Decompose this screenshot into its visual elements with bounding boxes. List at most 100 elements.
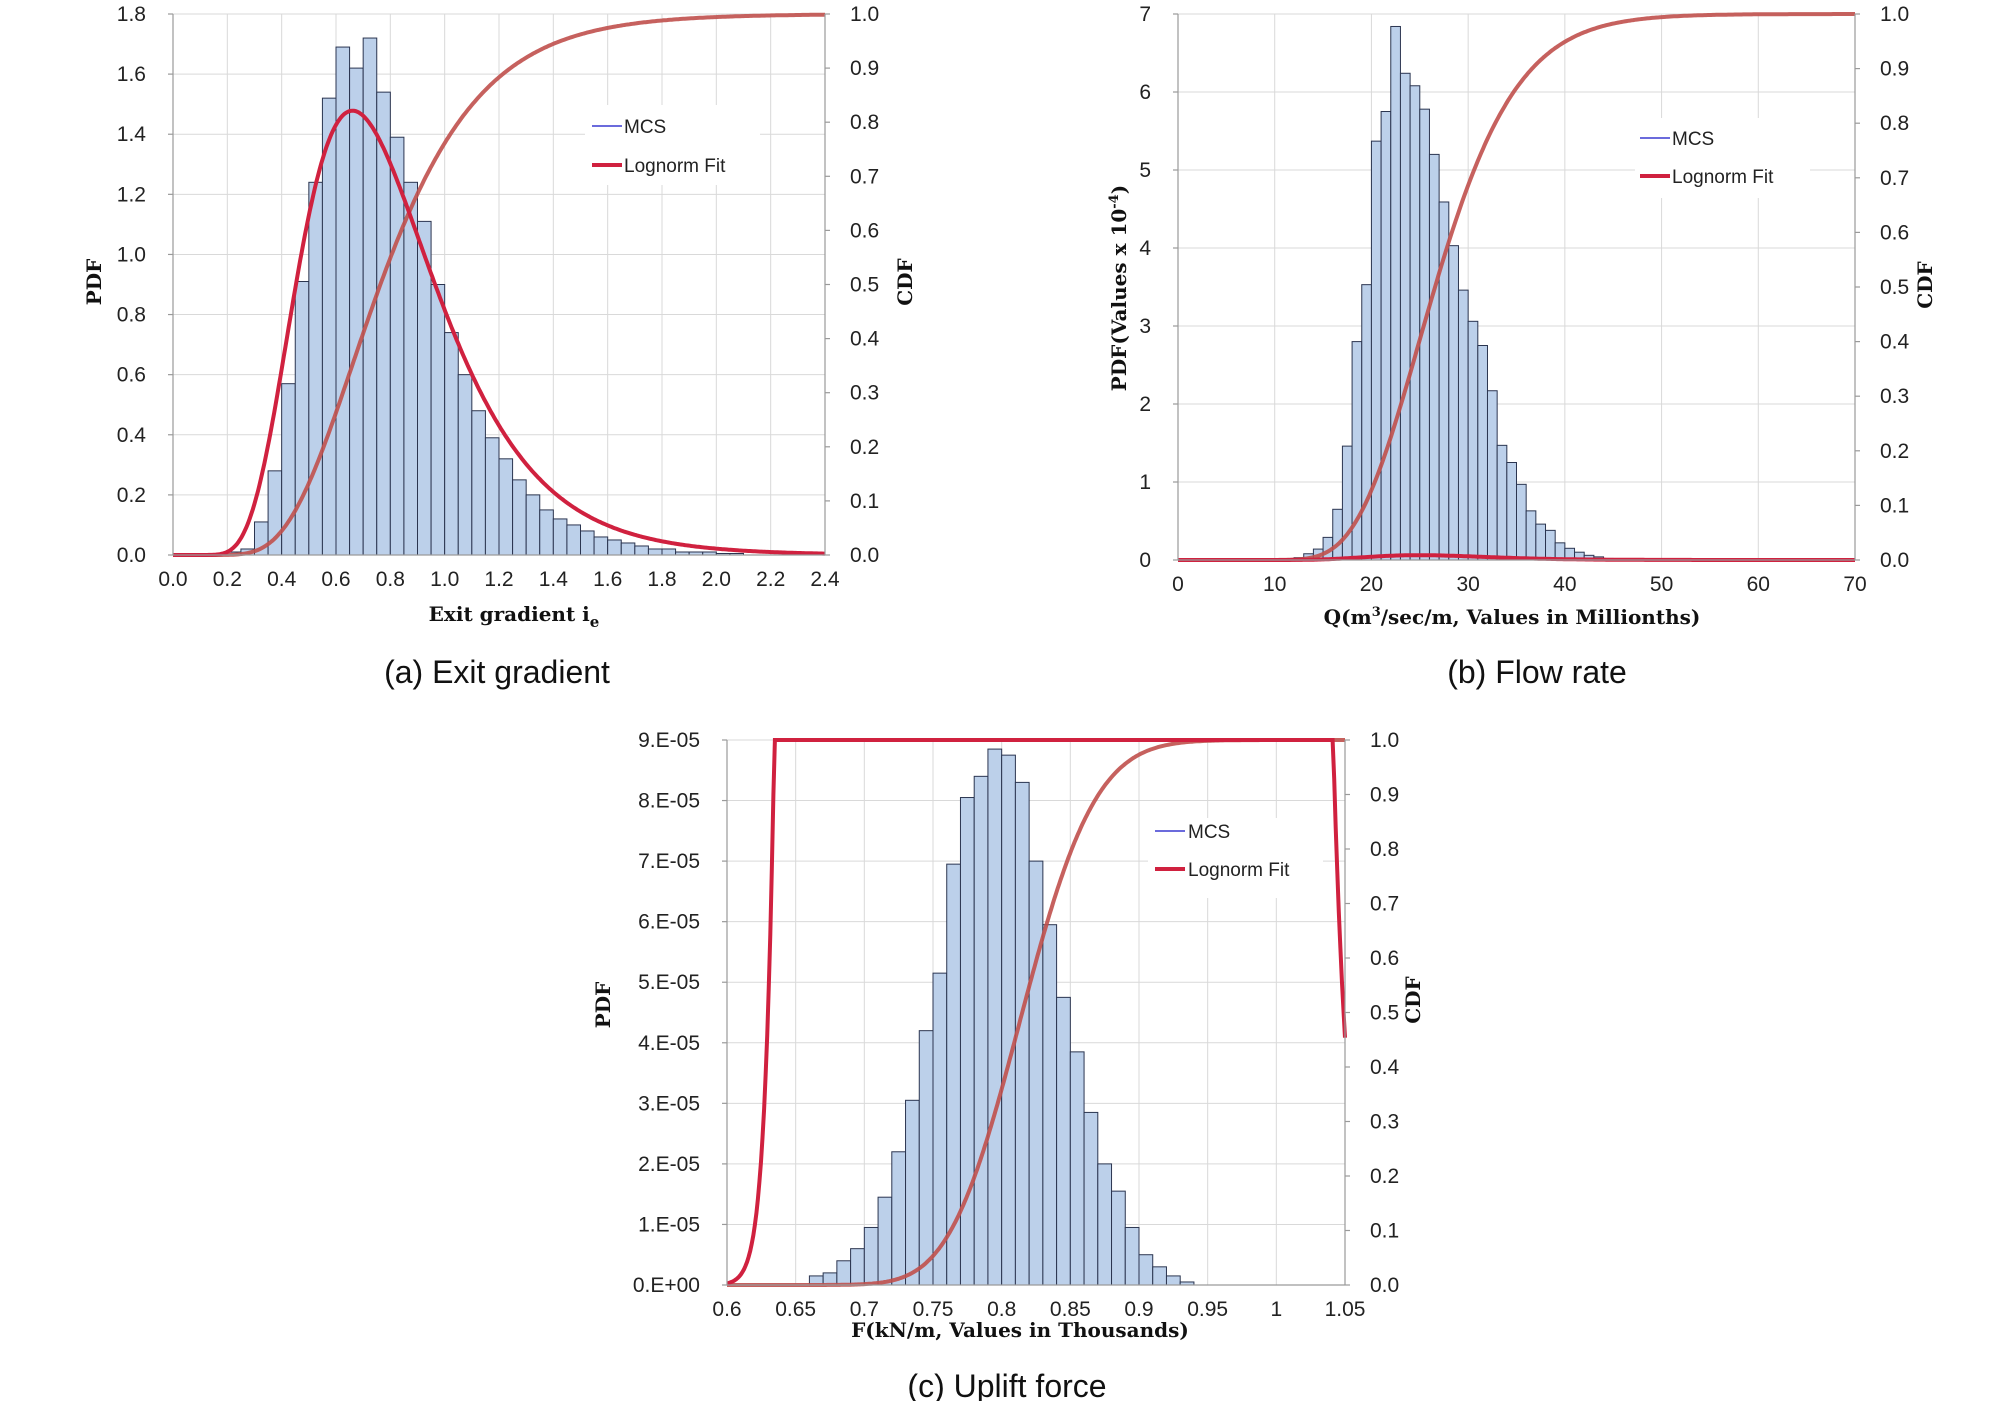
chart-b-bar [1516, 483, 1527, 561]
chart-c-y2tick-label: 0.7 [1370, 893, 1399, 916]
chart-b-ylabel-end: ) [1107, 185, 1131, 194]
chart-b-y2tick-label: 0.1 [1880, 494, 1909, 517]
chart-a-y2tick-label: 0.8 [850, 111, 879, 134]
chart-a-xtick-label: 1.6 [593, 568, 622, 591]
chart-c-xtick-label: 1.05 [1325, 1298, 1366, 1321]
chart-a-xtick-label: 1.8 [647, 568, 676, 591]
chart-c-legend-fit: Lognorm Fit [1188, 860, 1290, 881]
chart-a-ytick-label: 0.8 [117, 304, 146, 327]
chart-c-xtick-label: 0.65 [775, 1298, 816, 1321]
chart-a-xtick-label: 1.4 [539, 568, 569, 591]
chart-c-xlabel: F(kN/m, Values in Thousands) [851, 1318, 1189, 1342]
chart-a-ytick-label: 1.2 [117, 183, 146, 206]
chart-c-caption: (c) Uplift force [907, 1368, 1106, 1401]
chart-a-ytick-label: 1.8 [117, 3, 146, 26]
chart-c-ytick-label: 8.E-05 [638, 790, 700, 813]
chart-b-xtick-label: 60 [1747, 573, 1770, 596]
chart-a-bar [484, 437, 500, 556]
chart-a-bar [593, 536, 609, 556]
chart-c-bar [973, 775, 989, 1286]
chart-b-bar [1341, 445, 1353, 561]
chart-b-y2tick-label: 0.9 [1880, 58, 1909, 81]
chart-c-bar [918, 1030, 934, 1286]
chart-c-ylabel: PDF [591, 982, 615, 1029]
chart-b-ylabel-sup: -4 [1107, 194, 1122, 208]
chart-a-xtick-label: 2.2 [756, 568, 785, 591]
chart-b-bar [1525, 510, 1537, 561]
chart-b-bar [1409, 85, 1421, 561]
chart-c-xtick-label: 1 [1270, 1298, 1282, 1321]
chart-a-bar [498, 458, 514, 556]
chart-a-legend: MCS Lognorm Fit [585, 105, 760, 185]
chart-a-bar [552, 518, 568, 556]
chart-c: 0.6 0.65 0.7 0.75 0.8 0.85 0.9 0.95 1 1.05 0.E+00… [591, 729, 1425, 1401]
chart-a-y2ticks: 0.0 0.1 0.2 0.3 0.4 0.5 0.6 0.7 0.8 0.9 1.0 [850, 3, 880, 567]
chart-b-bar [1545, 529, 1556, 561]
chart-b-xlabel-sup: 3 [1372, 605, 1381, 620]
chart-a-bar [539, 509, 554, 556]
chart-c-y2tick-label: 0.2 [1370, 1165, 1399, 1188]
chart-a-xlabel: Exit gradient ie [429, 602, 600, 631]
chart-c-ytick-label: 2.E-05 [638, 1153, 700, 1176]
chart-a-bar [349, 67, 364, 556]
chart-b-xtick-label: 0 [1172, 573, 1184, 596]
chart-c-ytick-label: 9.E-05 [638, 729, 700, 752]
chart-b-bar [1380, 111, 1392, 561]
chart-a-xlabel-main: Exit gradient i [429, 602, 590, 626]
chart-c-y2tick-label: 0.5 [1370, 1002, 1399, 1025]
chart-c-y2tick-label: 0.0 [1370, 1274, 1399, 1297]
chart-b-xticks: 0 10 20 30 40 50 60 70 [1172, 573, 1867, 596]
chart-b-ytick-label: 2 [1139, 393, 1151, 416]
chart-a-y2tick-label: 0.3 [850, 382, 879, 405]
chart-a-xticks: 0.0 0.2 0.4 0.6 0.8 1.0 1.2 1.4 1.6 1.8 2.0 2.2 2.4 [158, 568, 840, 591]
chart-a-ytick-label: 1.4 [117, 123, 147, 146]
chart-a-bar [661, 548, 677, 556]
chart-c-y2tick-label: 0.9 [1370, 784, 1399, 807]
chart-a-legend-fit: Lognorm Fit [624, 156, 726, 177]
chart-c-ytick-label: 6.E-05 [638, 911, 700, 934]
chart-b-xtick-label: 30 [1456, 573, 1479, 596]
chart-b-y2tick-label: 0.3 [1880, 385, 1909, 408]
chart-c-bar [1028, 860, 1044, 1286]
chart-a-bar [294, 280, 310, 556]
chart-c-y2tick-label: 0.8 [1370, 838, 1399, 861]
chart-c-xtick-label: 0.9 [1124, 1298, 1153, 1321]
chart-b-ytick-label: 3 [1139, 315, 1151, 338]
chart-a-cdf-curve [173, 12, 825, 557]
chart-c-xtick-label: 0.85 [1050, 1298, 1091, 1321]
chart-b-xtick-label: 40 [1553, 573, 1576, 596]
chart-a-bar [607, 539, 622, 556]
chart-a-bar [430, 284, 446, 556]
chart-a-y2tick-label: 0.4 [850, 328, 880, 351]
chart-b-bar [1535, 523, 1547, 561]
chart-a-y2tick-label: 0.9 [850, 57, 879, 80]
chart-a-xtick-label: 2.0 [702, 568, 731, 591]
chart-c-bar [1165, 1275, 1181, 1286]
chart-b-y2label: CDF [1913, 261, 1937, 308]
chart-c-y2tick-label: 0.3 [1370, 1111, 1399, 1134]
chart-c-xtick-label: 0.7 [850, 1298, 879, 1321]
chart-b-legend-fit: Lognorm Fit [1672, 167, 1774, 188]
chart-a-bar [403, 181, 418, 556]
chart-c-yticks: 0.E+00 1.E-05 2.E-05 3.E-05 4.E-05 5.E-05 6.E-… [633, 729, 700, 1297]
chart-b-ytick-label: 1 [1139, 471, 1151, 494]
chart-b-ytick-label: 5 [1139, 159, 1151, 182]
chart-a-xtick-label: 2.4 [810, 568, 840, 591]
chart-c-y2tick-label: 0.1 [1370, 1220, 1399, 1243]
chart-a-ytick-label: 0.6 [117, 364, 146, 387]
chart-b-xlabel-rest: /sec/m, Values in Millionths) [1381, 605, 1701, 629]
chart-c-bar [1001, 754, 1016, 1286]
chart-a-y2tick-label: 0.6 [850, 219, 879, 242]
chart-c-bar [1042, 924, 1058, 1286]
chart-b-xtick-label: 10 [1263, 573, 1286, 596]
chart-c-bars [808, 748, 1195, 1286]
chart-c-bar [1152, 1266, 1167, 1286]
chart-c-ytick-label: 4.E-05 [638, 1032, 700, 1055]
chart-b-y2tick-label: 0.2 [1880, 440, 1909, 463]
chart-c-xtick-label: 0.6 [712, 1298, 741, 1321]
chart-a-bar [525, 494, 541, 556]
chart-b-bar [1457, 289, 1469, 561]
chart-b-bar [1448, 245, 1459, 561]
chart-b-xlabel-main: Q(m [1324, 605, 1372, 629]
chart-b-ytick-label: 0 [1139, 549, 1151, 572]
